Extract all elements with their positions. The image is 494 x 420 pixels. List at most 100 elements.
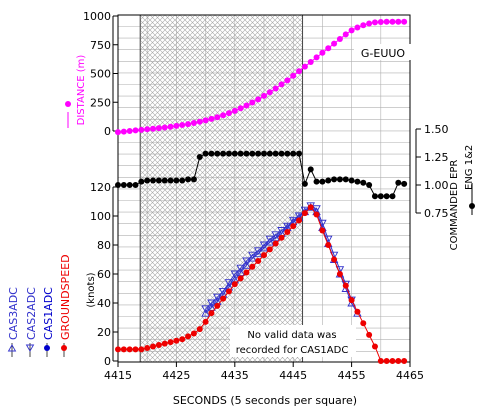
cas2adc-point	[265, 235, 275, 244]
cas2adc-point	[283, 222, 292, 231]
epr-point	[185, 176, 192, 183]
epr-point	[296, 150, 303, 157]
distance-tick-label: 0	[104, 125, 111, 138]
distance-point	[278, 81, 285, 88]
groundspeed-point	[371, 343, 378, 350]
cas2adc-point	[201, 305, 210, 314]
distance-point	[307, 59, 314, 65]
groundspeed-point	[313, 211, 320, 218]
epr-tick-label: 0.75	[424, 207, 449, 220]
speed-tick-label: 80	[97, 239, 111, 252]
epr-legend-marker	[469, 203, 475, 209]
epr-point	[272, 150, 279, 157]
annotation-box	[230, 325, 356, 357]
groundspeed-point	[120, 346, 127, 353]
groundspeed-point	[348, 297, 355, 304]
distance-point	[120, 128, 127, 135]
epr-point	[395, 179, 402, 186]
distance-point	[231, 107, 238, 114]
annotation-line-2: recorded for CAS1ADC	[236, 345, 349, 356]
distance-point	[126, 128, 133, 134]
groundspeed-point	[214, 302, 221, 309]
cas2adc-point	[312, 205, 321, 214]
distance-point	[167, 123, 174, 130]
cas2adc-point	[288, 216, 298, 225]
x-tick-label: 4435	[221, 369, 249, 382]
x-tick-label: 4455	[338, 369, 366, 382]
distance-point	[196, 118, 203, 125]
distance-point	[220, 112, 227, 119]
distance-point	[115, 129, 121, 136]
groundspeed-point	[225, 288, 232, 295]
x-axis-label: SECONDS (5 seconds per square)	[173, 394, 357, 407]
cas2adc-point	[242, 257, 251, 266]
legend-cas3adc-marker	[7, 344, 17, 352]
groundspeed-point	[255, 257, 262, 264]
epr-point	[225, 150, 232, 157]
epr-point	[150, 177, 157, 184]
groundspeed-point	[196, 326, 203, 333]
distance-point	[395, 18, 402, 25]
groundspeed-point	[150, 343, 157, 350]
epr-point	[389, 193, 396, 200]
groundspeed-point	[220, 295, 227, 302]
distance-point	[371, 19, 378, 26]
epr-point	[115, 182, 121, 188]
distance-point	[225, 110, 232, 117]
groundspeed-point	[132, 346, 139, 353]
epr-point	[208, 150, 215, 157]
shaded-interval	[140, 15, 303, 362]
legend-cas2adc: CAS2ADC	[25, 287, 38, 340]
cas2adc-point	[248, 251, 257, 260]
groundspeed-point	[202, 318, 209, 325]
speed-axis-unit-label: (knots)	[86, 272, 97, 307]
x-tick-label: 4425	[162, 369, 190, 382]
epr-point	[179, 177, 186, 184]
speed-series	[115, 202, 408, 364]
epr-point	[196, 154, 203, 160]
epr-point	[301, 180, 308, 187]
epr-point	[155, 177, 162, 184]
groundspeed-point	[383, 358, 390, 364]
distance-point	[272, 85, 279, 92]
epr-point	[120, 182, 127, 188]
epr-point	[220, 150, 227, 157]
groundspeed-point	[237, 275, 244, 282]
groundspeed-point	[284, 228, 291, 235]
cas3adc-point	[253, 249, 263, 258]
distance-point	[401, 18, 408, 25]
distance-point	[290, 72, 297, 79]
epr-point	[266, 150, 273, 157]
epr-point	[161, 177, 168, 184]
epr-point	[290, 150, 297, 157]
epr-point	[214, 150, 221, 157]
cas2adc-point	[218, 287, 228, 296]
x-tick-label: 4465	[396, 369, 424, 382]
groundspeed-point	[208, 310, 215, 317]
groundspeed-point	[115, 346, 121, 353]
distance-point	[155, 125, 162, 132]
distance-point	[301, 63, 308, 70]
distance-point	[348, 27, 355, 34]
epr-point	[278, 150, 285, 157]
plot-border	[117, 14, 411, 363]
distance-tick-label: 250	[90, 96, 111, 109]
distance-axis-label: DISTANCE (m)	[76, 55, 87, 126]
groundspeed-point	[167, 339, 174, 346]
legend-cas2adc-marker	[25, 344, 35, 352]
speed-tick-label: 120	[90, 181, 111, 194]
legend-cas1adc-marker	[44, 345, 50, 351]
epr-point	[360, 179, 367, 186]
epr-point	[383, 193, 390, 200]
groundspeed-point	[389, 358, 396, 364]
cas3adc-point	[201, 308, 210, 317]
cas2adc-point	[300, 206, 310, 215]
aircraft-label: G-EUUO	[361, 47, 406, 60]
cas2adc-point	[236, 264, 245, 273]
speed-tick-label: 40	[97, 297, 111, 310]
distance-legend-marker	[65, 101, 71, 107]
groundspeed-point	[190, 330, 197, 337]
distance-point	[208, 115, 215, 122]
groundspeed-point	[272, 240, 279, 247]
